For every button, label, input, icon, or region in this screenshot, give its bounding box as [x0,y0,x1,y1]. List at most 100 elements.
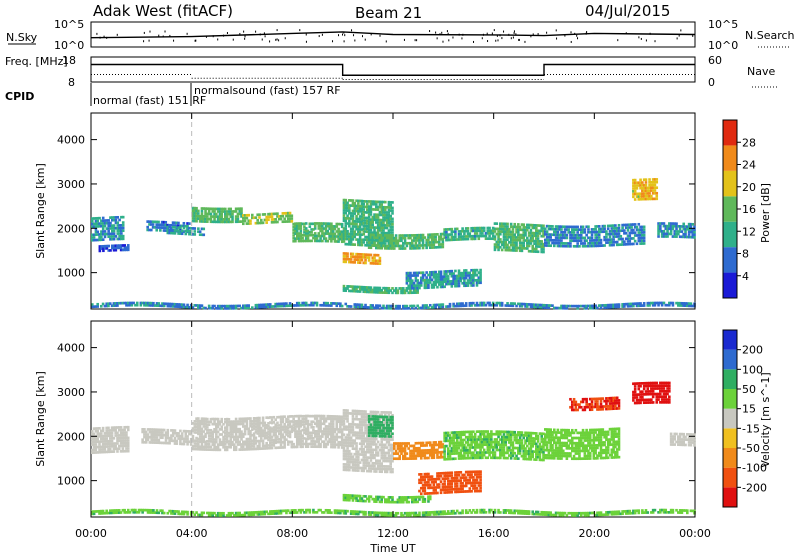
range-gate-cell [641,189,644,193]
range-gate-cell [360,437,364,440]
range-gate-cell [351,468,355,472]
range-gate-cell [369,467,373,470]
range-gate-cell [565,225,569,229]
range-gate-cell [103,304,107,308]
range-gate-cell [378,462,382,465]
range-gate-cell [294,222,297,226]
range-gate-cell [105,232,109,236]
range-gate-cell [240,448,243,451]
range-gate-cell [437,270,441,274]
range-gate-cell [220,207,224,211]
range-gate-cell [191,227,195,230]
range-gate-cell [295,232,299,235]
range-gate-cell [666,235,669,238]
range-gate-cell [141,301,144,305]
range-gate-cell [583,231,587,234]
range-gate-cell [405,287,409,290]
range-gate-cell [335,225,339,228]
range-gate-cell [484,234,488,238]
range-gate-cell [351,447,355,451]
range-gate-cell [220,215,224,219]
range-gate-cell [218,443,222,447]
range-gate-cell [592,239,596,242]
range-gate-cell [455,302,459,306]
range-gate-cell [367,442,371,446]
range-gate-cell [497,245,500,249]
range-gate-cell [340,428,344,431]
range-gate-cell [464,302,468,305]
range-gate-cell [360,238,364,242]
range-gate-cell [169,224,173,227]
range-gate-cell [603,304,606,307]
range-gate-cell [182,437,186,441]
range-gate-cell [387,443,391,447]
range-gate-cell [666,224,669,228]
range-gate-cell [353,212,357,215]
range-gate-cell [98,238,101,242]
range-gate-cell [211,438,215,441]
range-gate-cell [198,427,202,431]
range-gate-cell [258,305,261,309]
range-gate-cell [639,228,642,232]
range-gate-cell [225,428,229,431]
range-gate-cell [198,306,202,310]
range-gate-cell [114,244,118,248]
range-gate-cell [362,216,366,220]
range-gate-cell [513,302,517,305]
range-gate-cell [294,427,297,431]
range-gate-cell [130,301,134,305]
range-gate-cell [91,217,94,220]
noise-sample-point [564,34,566,37]
range-gate-cell [355,461,358,464]
freq-left-label-text: Freq. [MHz] [5,55,68,68]
range-gate-cell [378,200,382,204]
range-gate-cell [436,303,439,307]
range-gate-cell [108,439,112,443]
range-gate-cell [590,306,594,310]
range-gate-cell [317,442,321,446]
range-gate-cell [427,278,430,282]
noise-sample-point [362,35,364,38]
range-gate-cell [279,418,283,421]
range-gate-cell [369,210,373,214]
range-gate-cell [518,304,522,308]
range-gate-cell [231,220,234,224]
range-gate-cell [261,305,265,309]
range-gate-cell [149,220,153,224]
range-gate-cell [389,228,393,232]
range-gate-cell [412,274,416,277]
range-gate-cell [691,304,695,308]
range-gate-cell [339,415,342,419]
range-gate-cell [91,451,94,455]
range-gate-cell [157,441,161,445]
range-gate-cell [376,467,380,471]
range-gate-cell [358,258,362,262]
range-gate-cell [337,420,340,424]
range-gate-cell [357,258,360,262]
range-gate-cell [123,436,126,440]
range-gate-cell [351,214,355,218]
range-gate-cell [641,231,644,234]
range-gate-cell [628,304,632,308]
range-gate-cell [385,423,389,427]
range-gate-cell [177,226,180,229]
range-gate-cell [615,229,619,233]
range-gate-cell [330,435,333,439]
range-gate-cell [522,225,526,229]
range-gate-cell [317,227,321,230]
range-gate-cell [367,448,371,451]
range-gate-cell [450,233,454,236]
range-gate-cell [331,440,335,444]
range-gate-cell [259,431,263,435]
range-gate-cell [427,286,430,289]
range-gate-cell [366,244,369,247]
range-gate-cell [178,224,182,228]
range-gate-cell [141,428,144,431]
range-gate-cell [238,207,242,211]
range-gate-cell [313,435,317,438]
range-gate-cell [477,234,481,238]
range-gate-cell [200,440,204,444]
range-gate-cell [369,213,373,216]
range-gate-cell [375,200,378,204]
range-gate-cell [412,239,416,242]
